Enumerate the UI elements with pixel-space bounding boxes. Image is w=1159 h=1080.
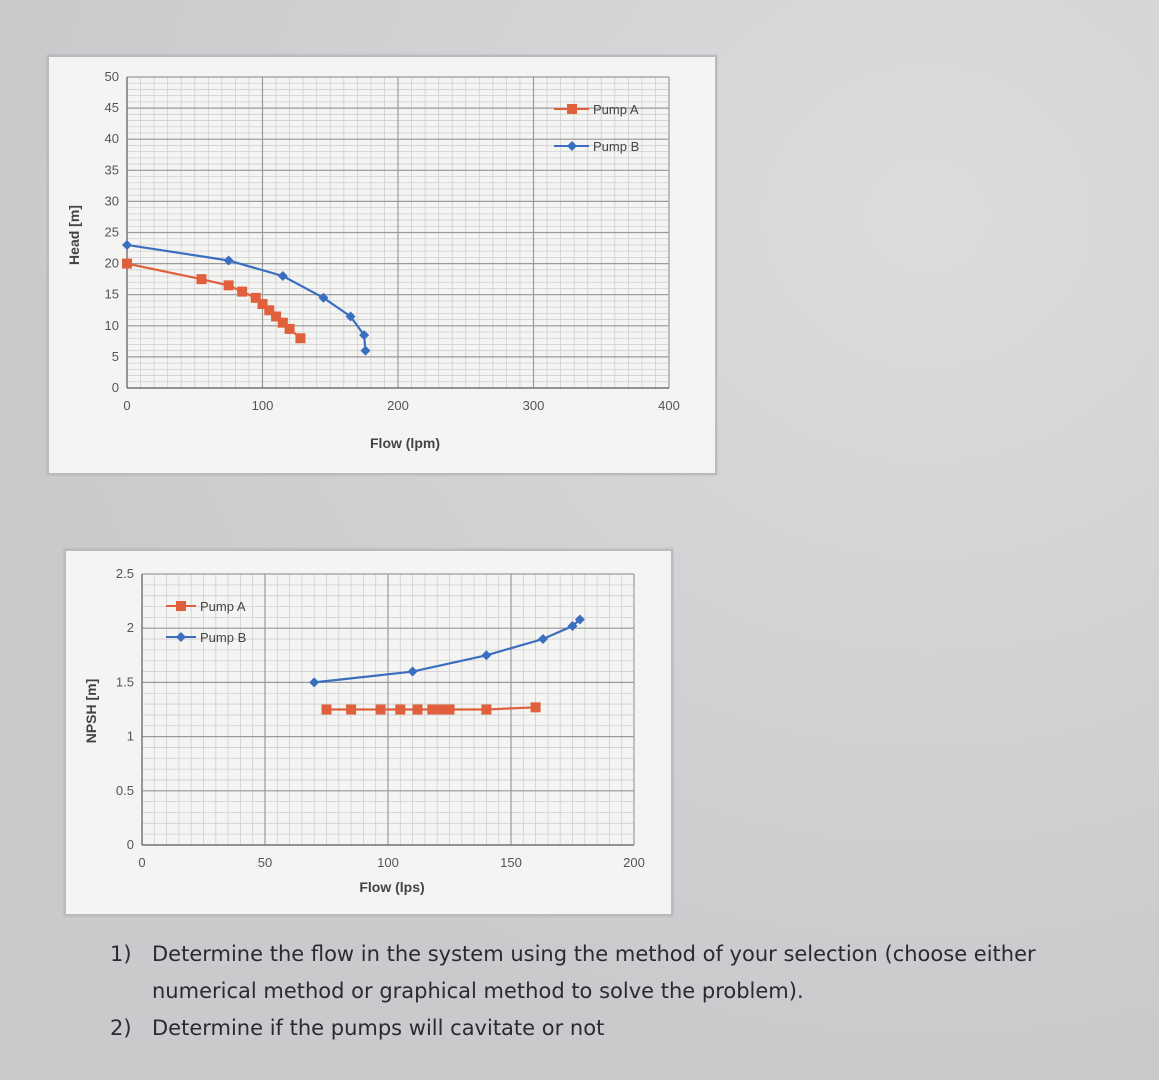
question-2-text: Determine if the pumps will cavitate or … [152,1016,605,1040]
npsh-chart-y-tick-label: 0.5 [116,783,134,798]
npsh-chart-pump-b-point [567,621,578,632]
head-chart-pump-b-point [345,311,356,322]
questions-list: 1) Determine the flow in the system usin… [110,936,1130,1047]
head-chart-pump-b-point [277,271,288,282]
head-chart-x-axis-title: Flow (lpm) [370,435,440,451]
head-chart-pump-a-point [264,305,275,316]
head-chart-y-axis-title: Head [m] [66,205,82,265]
npsh-chart-pump-a-point [481,704,492,715]
head-chart-pump-a-point [250,292,261,303]
npsh-chart-pump-b-point [407,666,418,677]
legend-pump-a-label: Pump A [593,102,639,117]
npsh-chart-y-axis-title: NPSH [m] [83,679,99,744]
legend-pump-b-label: Pump B [200,630,246,645]
npsh-chart: 0 50 100 150 200 0 0.5 1 1.5 2 2.5 NPSH [m] Flow (… [83,566,645,895]
head-chart-y-tick-label: 40 [105,131,119,146]
head-chart-x-tick-label: 300 [523,398,545,413]
head-chart-y-tick-label: 30 [105,193,119,208]
npsh-chart-pump-b-point [537,634,548,645]
head-chart-axes: 0 100 200 300 400 0 5 10 15 20 25 30 35 40 45 50 [105,69,680,413]
npsh-chart-pump-a-point [427,704,438,715]
head-chart-legend: Pump A Pump B [554,102,639,154]
head-chart-x-tick-label: 200 [387,398,409,413]
npsh-chart-pump-b-point [309,677,320,688]
head-chart-pump-b-point [360,345,371,356]
head-chart-pump-a-point [223,280,234,291]
npsh-chart-x-tick-label: 200 [623,855,645,870]
npsh-chart-x-axis-title: Flow (lps) [359,879,424,895]
npsh-chart-y-tick-label: 1 [127,729,134,744]
head-chart-y-tick-label: 0 [112,380,119,395]
npsh-chart-y-tick-label: 2.5 [116,566,134,581]
npsh-chart-pump-b-point [481,650,492,661]
head-chart-pump-b-line [126,243,367,351]
npsh-chart-y-tick-label: 1.5 [116,674,134,689]
head-chart-panel: 0 100 200 300 400 0 5 10 15 20 25 30 35 40 45 50 Head [… [47,55,717,475]
npsh-chart-pump-a-point [444,704,455,715]
head-chart-pump-b-point [122,239,132,250]
npsh-chart-pump-b-line [314,618,581,684]
head-chart-pump-a-point [257,299,268,310]
head-chart-y-tick-label: 15 [105,287,119,302]
head-chart-pump-a-point [295,333,306,344]
legend-pump-a-marker [176,601,186,611]
npsh-chart-x-tick-label: 50 [258,855,272,870]
head-chart-pump-a-point [284,323,295,334]
npsh-chart-pump-a-point [437,704,448,715]
npsh-chart-pump-a-point [412,704,423,715]
legend-pump-b-label: Pump B [593,139,639,154]
legend-pump-a-marker [567,104,577,114]
question-1: 1) Determine the flow in the system usin… [110,936,1130,1010]
head-chart-y-tick-label: 45 [105,100,119,115]
head-chart-y-tick-label: 10 [105,318,119,333]
question-2-number: 2) [110,1016,132,1040]
legend-pump-b-marker [176,632,186,642]
npsh-chart-x-tick-label: 0 [138,855,145,870]
npsh-chart-pump-a-point [395,704,406,715]
head-chart-y-tick-label: 20 [105,256,119,271]
npsh-chart-pump-a-point [530,702,541,713]
head-chart-pump-a-point [237,286,248,297]
npsh-chart-pump-a-point [346,704,357,715]
npsh-chart-y-tick-label: 2 [127,620,134,635]
head-chart-y-tick-label: 50 [105,69,119,84]
head-chart-pump-a-point [271,311,282,322]
head-chart-x-tick-label: 0 [123,398,130,413]
npsh-chart-pump-a-line [326,706,536,711]
npsh-chart-x-tick-label: 150 [500,855,522,870]
npsh-chart-x-tick-label: 100 [377,855,399,870]
head-chart-pump-a-point [196,274,207,285]
npsh-chart-pump-a-point [375,704,386,715]
legend-pump-a-label: Pump A [200,599,246,614]
head-chart-y-tick-label: 25 [105,225,119,240]
npsh-chart-legend: Pump A Pump B [166,599,246,645]
head-chart-y-tick-label: 35 [105,162,119,177]
npsh-chart-panel: 0 50 100 150 200 0 0.5 1 1.5 2 2.5 NPSH [m] Flow (… [64,549,673,916]
head-chart-x-tick-label: 100 [252,398,274,413]
npsh-chart-axes: 0 50 100 150 200 0 0.5 1 1.5 2 2.5 [116,566,645,870]
npsh-chart-y-tick-label: 0 [127,837,134,852]
question-1-text: Determine the flow in the system using t… [152,942,1036,1003]
question-2: 2) Determine if the pumps will cavitate … [110,1010,1130,1047]
head-chart: 0 100 200 300 400 0 5 10 15 20 25 30 35 40 45 50 Head [… [66,69,680,451]
head-chart-y-tick-label: 5 [112,349,119,364]
npsh-chart-pump-a-point [321,704,332,715]
legend-pump-b-marker [567,141,577,151]
head-chart-pump-a-point [122,258,132,269]
head-chart-pump-b-point [318,292,329,303]
head-chart-grid [126,76,670,389]
npsh-chart-pump-b-point [574,614,585,625]
question-1-number: 1) [110,942,132,966]
npsh-chart-series [309,614,585,715]
head-chart-pump-a-point [277,317,288,328]
head-chart-x-tick-label: 400 [658,398,680,413]
head-chart-pump-b-point [359,330,370,341]
